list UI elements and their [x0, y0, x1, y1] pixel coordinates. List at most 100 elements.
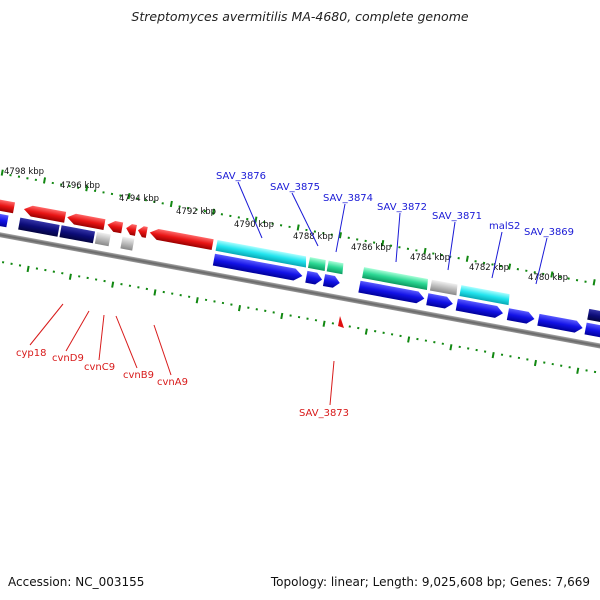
scale-tick	[584, 280, 587, 283]
gene-feature[interactable]	[307, 257, 327, 272]
scale-tick	[161, 202, 164, 205]
gene-arrow[interactable]	[322, 274, 341, 289]
gene-arrow[interactable]	[426, 293, 454, 310]
scale-labels: 4798 kbp 4796 kbp 4794 kbp 4792 kbp 4790 kbp…	[4, 167, 568, 283]
gene-feature[interactable]	[326, 260, 345, 275]
gene-arrow[interactable]	[66, 212, 106, 231]
scale-tick	[458, 345, 461, 349]
scale-tick	[195, 208, 198, 211]
genome-track	[0, 169, 600, 374]
scale-tick	[558, 275, 562, 279]
scale-label: 4782 kbp	[469, 263, 509, 273]
scale-tick	[372, 241, 376, 244]
scale-tick	[203, 210, 207, 213]
scale-tick	[237, 216, 240, 219]
leader-line	[29, 303, 64, 346]
scale-tick	[306, 317, 309, 320]
gene-feature[interactable]	[94, 231, 111, 247]
scale-tick	[68, 184, 71, 188]
gene-feature[interactable]	[587, 308, 600, 325]
scale-tick	[52, 270, 56, 273]
scale-tick	[85, 185, 89, 192]
gene-arrow[interactable]	[537, 313, 583, 334]
sav3873-marker[interactable]	[338, 316, 344, 328]
scale-tick	[145, 287, 149, 291]
scale-tick	[382, 331, 385, 334]
scale-tick	[35, 267, 39, 270]
gene-arrow[interactable]	[212, 253, 304, 282]
scale-tick	[44, 268, 47, 272]
gene-label[interactable]: SAV_3871	[432, 211, 482, 222]
scale-tick	[153, 289, 157, 296]
gene-arrow[interactable]	[125, 223, 137, 236]
gene-label[interactable]: SAV_3872	[377, 202, 427, 213]
gene-arrow[interactable]	[506, 308, 536, 325]
scale-tick	[103, 279, 106, 283]
scale-tick	[322, 320, 326, 327]
gene-label[interactable]: cvnD9	[52, 353, 84, 364]
gene-arrow[interactable]	[584, 322, 600, 339]
scale-tick	[491, 351, 495, 359]
gene-feature[interactable]	[18, 217, 60, 237]
gene-label[interactable]: cvnA9	[157, 377, 188, 388]
gene-arrow[interactable]	[305, 270, 323, 286]
gene-arrow[interactable]	[455, 298, 504, 319]
scale-tick	[229, 214, 232, 218]
gene-feature[interactable]	[362, 267, 429, 290]
scale-label: 4798 kbp	[4, 167, 44, 177]
gene-label[interactable]: malS2	[489, 221, 520, 232]
scale-tick	[60, 183, 63, 186]
scale-label: 4796 kbp	[60, 181, 100, 191]
scale-tick	[348, 325, 351, 328]
gene-feature[interactable]	[459, 285, 510, 306]
gene-label[interactable]: cvnC9	[84, 362, 115, 373]
scale-tick	[465, 255, 469, 262]
scale-tick	[17, 175, 21, 178]
gene-label[interactable]: SAV_3875	[270, 182, 320, 193]
scale-tick	[331, 322, 335, 325]
gene-label[interactable]: SAV_3876	[216, 171, 266, 182]
gene-arrow[interactable]	[23, 204, 67, 223]
scale-tick	[313, 230, 317, 233]
scale-tick	[127, 192, 131, 200]
scale-tick	[42, 177, 47, 184]
gene-arrow[interactable]	[149, 228, 214, 251]
gene-label[interactable]: cyp18	[16, 348, 47, 359]
scale-tick	[585, 369, 588, 372]
gene-arrow[interactable]	[358, 280, 425, 305]
gene-label[interactable]: SAV_3869	[524, 227, 574, 238]
scale-tick	[338, 232, 342, 239]
scale-tick	[347, 236, 350, 240]
scale-tick	[120, 283, 123, 286]
scale-tick	[153, 200, 156, 203]
scale-tick	[220, 213, 224, 216]
gene-label[interactable]: cvnB9	[123, 370, 154, 381]
gene-feature[interactable]	[120, 236, 135, 251]
scale-tick	[500, 353, 504, 356]
topology-text: Topology: linear; Length: 9,025,608 bp; …	[270, 575, 590, 589]
gene-label[interactable]: SAV_3873	[299, 408, 349, 419]
scale-tick	[10, 262, 13, 265]
scale-tick	[423, 247, 427, 255]
gene-arrow[interactable]	[137, 225, 148, 238]
scale-tick	[593, 370, 597, 374]
gene-feature[interactable]	[59, 225, 96, 244]
scale-tick	[1, 261, 5, 264]
gene-arrow[interactable]	[106, 220, 124, 234]
leader-line	[335, 203, 346, 253]
scale-tick	[162, 290, 165, 294]
scale-tick	[467, 347, 470, 350]
gene-feature[interactable]	[215, 239, 308, 268]
scale-tick	[322, 231, 325, 235]
gene-label[interactable]: SAV_3874	[323, 193, 373, 204]
scale-tick	[432, 252, 435, 255]
leader-line	[98, 314, 105, 361]
scale-tick	[272, 311, 275, 314]
scale-tick	[526, 358, 529, 361]
scale-tick	[9, 173, 12, 177]
gene-feature[interactable]	[429, 279, 459, 296]
leader-line	[329, 360, 335, 406]
scale-tick	[68, 273, 72, 280]
gene-arrow[interactable]	[0, 191, 16, 214]
